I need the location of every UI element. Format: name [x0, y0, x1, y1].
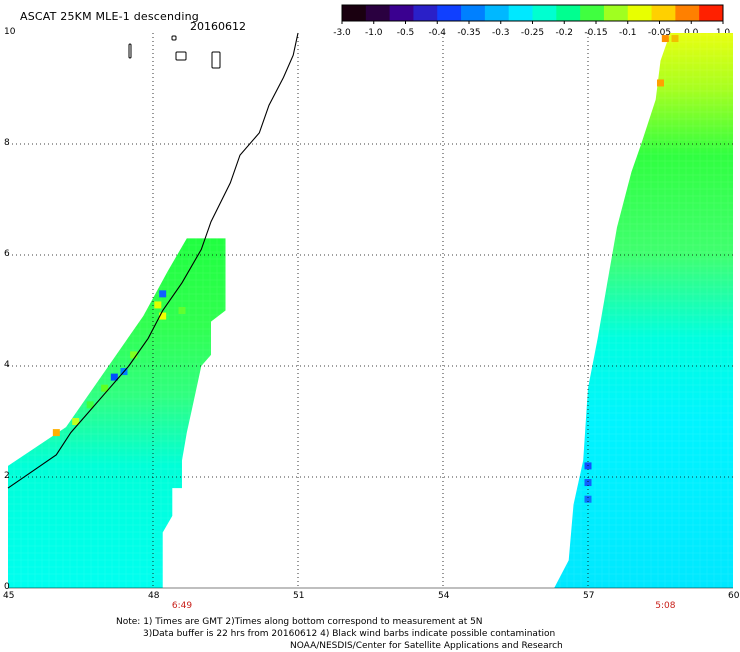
anomaly-cell	[101, 384, 109, 392]
anomaly-cell	[72, 418, 80, 425]
lon-tick-label: 54	[438, 591, 450, 601]
east-swath-texture	[554, 33, 733, 588]
colorbar-swatch	[484, 5, 510, 21]
anomaly-cell	[584, 495, 592, 503]
colorbar-label: -0.4	[428, 28, 447, 38]
anomaly-cell	[110, 373, 118, 381]
pass-time-label: 6:49	[171, 601, 193, 611]
coastline	[7, 32, 299, 489]
anomaly-cell	[584, 479, 592, 487]
colorbar-swatch	[389, 5, 414, 21]
colorbar-swatch	[413, 5, 438, 21]
colorbar-label: -0.5	[396, 28, 415, 38]
anomaly-cell	[86, 401, 94, 409]
lat-tick-label: 8	[4, 138, 10, 148]
colorbar	[341, 4, 724, 24]
colorbar-label: -0.35	[457, 28, 481, 38]
anomaly-cell	[130, 351, 138, 359]
colorbar-swatch	[532, 5, 557, 21]
colorbar-label: -0.15	[584, 28, 608, 38]
colorbar-swatch	[365, 5, 391, 21]
anomaly-cell	[159, 290, 167, 298]
colorbar-swatch	[675, 5, 700, 21]
lon-tick-label: 60	[728, 591, 740, 601]
island-outline	[211, 51, 221, 69]
colorbar-swatch	[437, 5, 462, 21]
island-outline	[175, 51, 187, 61]
pass-time-label: 5:08	[655, 601, 676, 611]
lon-tick-label: 45	[3, 591, 15, 601]
colorbar-label: -0.1	[618, 28, 637, 38]
colorbar-swatch	[342, 5, 367, 21]
lat-tick-label: 6	[4, 249, 10, 259]
colorbar-label: -1.0	[364, 28, 383, 38]
colorbar-swatch	[651, 5, 676, 21]
colorbar-swatch	[556, 5, 581, 21]
anomaly-cell	[52, 429, 60, 437]
colorbar-label: -3.0	[333, 28, 351, 38]
note-line-3: NOAA/NESDIS/Center for Satellite Applica…	[290, 641, 563, 651]
lat-tick-label: 10	[4, 27, 16, 37]
colorbar-swatch	[699, 5, 724, 21]
colorbar-swatch	[580, 5, 605, 21]
colorbar-label: -0.05	[647, 28, 672, 38]
note-line-1: Note: 1) Times are GMT 2)Times along bot…	[116, 617, 483, 627]
colorbar-swatch	[508, 5, 533, 21]
colorbar-swatch	[627, 5, 653, 21]
chart-title: ASCAT 25KM MLE-1 descending	[20, 10, 199, 23]
colorbar-label: -0.3	[491, 28, 510, 38]
colorbar-label: -0.2	[555, 28, 574, 38]
anomaly-cell	[661, 35, 669, 43]
colorbar-label: -0.25	[520, 28, 545, 38]
island-outline	[171, 35, 177, 41]
anomaly-cell	[671, 35, 679, 43]
lat-tick-label: 2	[4, 471, 10, 481]
anomaly-cell	[159, 312, 167, 320]
anomaly-cell	[657, 79, 664, 87]
anomaly-cell	[154, 301, 162, 309]
anomaly-cell	[178, 307, 186, 314]
west-swath-texture	[8, 238, 226, 588]
lat-tick-label: 0	[4, 582, 10, 592]
lon-tick-label: 48	[148, 591, 160, 601]
lat-tick-label: 4	[4, 360, 10, 370]
note-line-2: 3)Data buffer is 22 hrs from 20160612 4)…	[143, 629, 556, 639]
island-outline	[128, 43, 132, 59]
chart-date: 20160612	[190, 20, 246, 33]
colorbar-swatch	[603, 5, 629, 21]
colorbar-swatch	[461, 5, 486, 21]
lon-tick-label: 51	[293, 591, 305, 601]
lon-tick-label: 57	[583, 591, 595, 601]
